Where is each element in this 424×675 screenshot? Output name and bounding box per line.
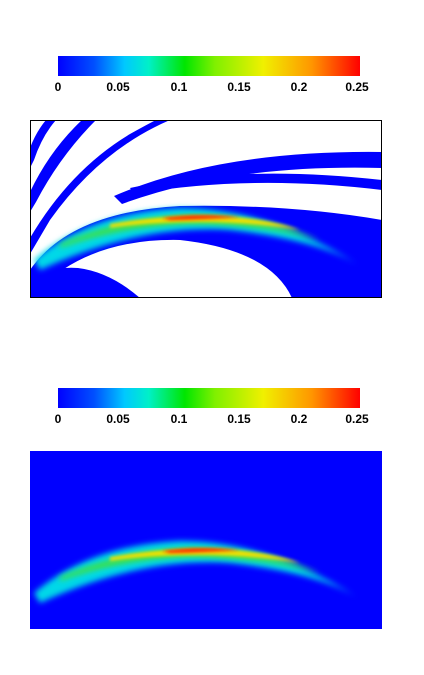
plot-background: [30, 451, 382, 629]
colorbar-tick-label: 0.1: [170, 80, 188, 94]
colorbar-tick-label: 0: [54, 80, 62, 94]
field-plot-top: [30, 120, 382, 298]
field-band: [114, 151, 382, 204]
field-band: [30, 120, 56, 168]
plume-core-yellow: [110, 215, 300, 230]
field-band: [130, 173, 382, 194]
figure-panel-bottom: 0 0.05 0.1 0.15 0.2 0.25: [0, 320, 424, 650]
colorbar-top: [58, 56, 360, 76]
colorbar-tick-label: 0.15: [227, 412, 251, 426]
colorbar-tick-label: 0.2: [290, 412, 308, 426]
colorbar-tick-label: 0.1: [170, 412, 188, 426]
colorbar-tick-label: 0.15: [227, 80, 251, 94]
plume-core-red: [162, 215, 240, 220]
field-band: [30, 267, 140, 298]
colorbar-tick-label: 0.05: [106, 80, 130, 94]
colorbar-tick-label: 0.2: [290, 80, 308, 94]
colorbar-bottom: [58, 388, 360, 408]
plume-core-red: [162, 548, 240, 553]
colorbar-tick-label: 0.05: [106, 412, 130, 426]
figure-panel-top: 0 0.05 0.1 0.15 0.2 0.25: [0, 0, 424, 320]
colorbar-tick-label: 0.25: [345, 412, 369, 426]
field-plot-bottom: [30, 451, 382, 629]
colorbar-tick-label: 0.25: [345, 80, 369, 94]
plume-core-yellow: [110, 548, 300, 563]
colorbar-tick-label: 0: [54, 412, 62, 426]
plot-frame: [30, 120, 382, 298]
